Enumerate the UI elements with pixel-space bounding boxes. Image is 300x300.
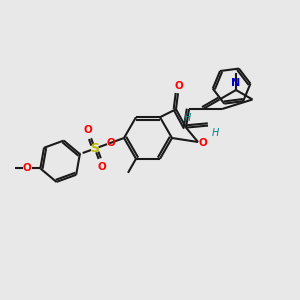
Text: H: H (211, 128, 219, 138)
Text: S: S (90, 142, 99, 155)
Text: O: O (106, 138, 115, 148)
Text: O: O (84, 125, 92, 135)
Text: O: O (23, 164, 32, 173)
Text: O: O (175, 81, 183, 91)
Text: O: O (97, 162, 106, 172)
Text: O: O (199, 138, 207, 148)
Text: N: N (231, 78, 241, 88)
Text: H: H (183, 113, 191, 123)
